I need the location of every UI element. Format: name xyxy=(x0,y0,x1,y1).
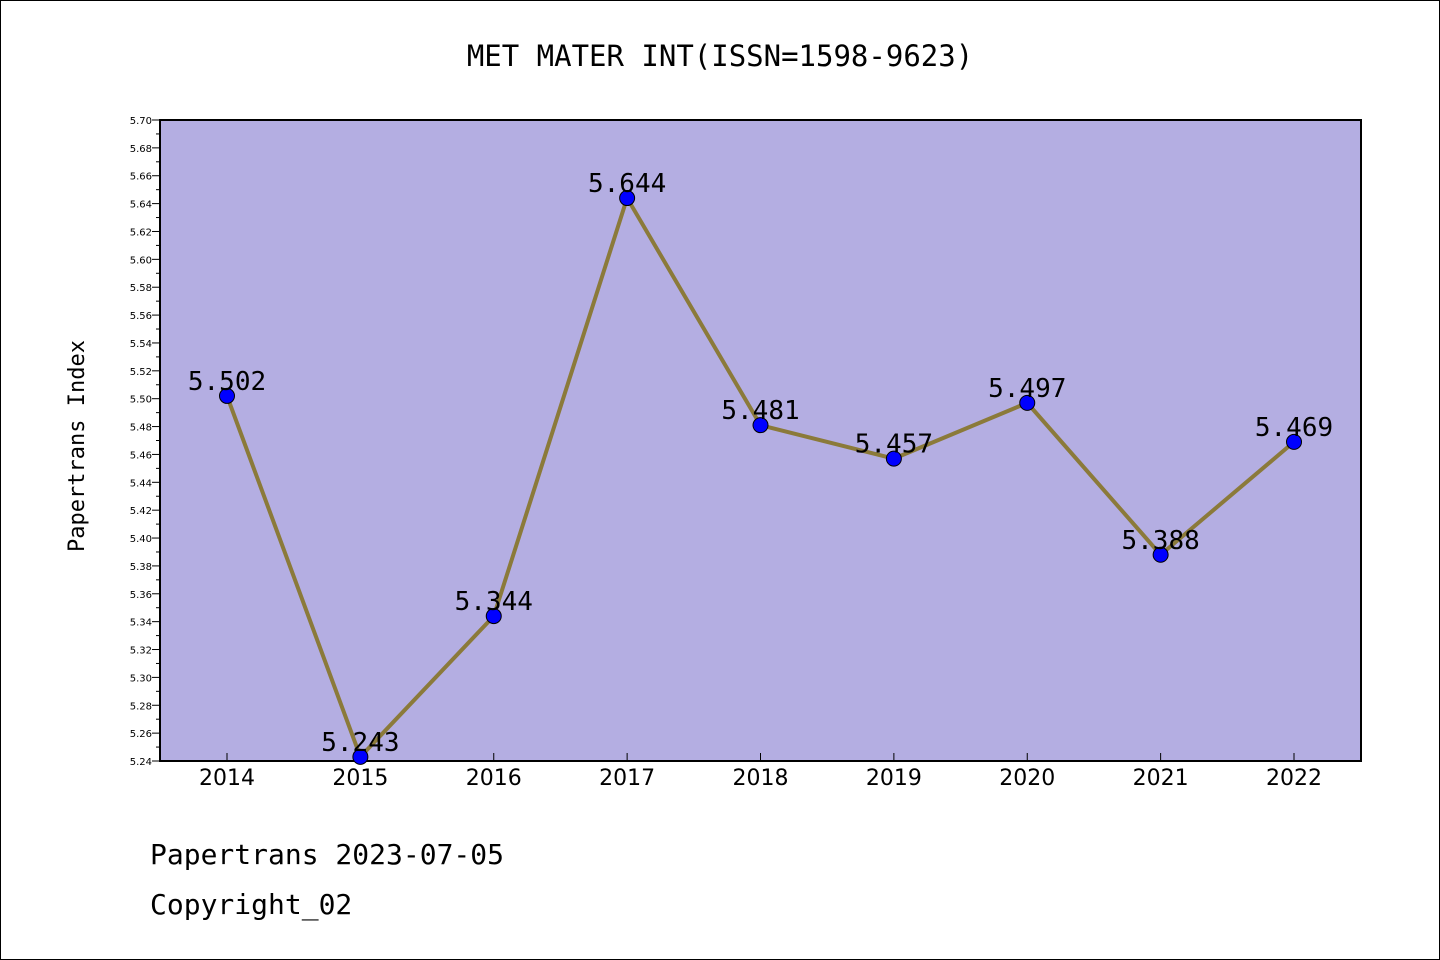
y-tick-label: 5.24 xyxy=(130,757,152,768)
x-tick-label: 2022 xyxy=(1266,766,1322,791)
x-tick-label: 2019 xyxy=(866,766,922,791)
x-axis: 2014 2015 2016 2017 2018 2019 2020 2021 2022 xyxy=(199,753,1322,791)
y-tick-label: 5.62 xyxy=(130,227,152,238)
y-tick-label: 5.70 xyxy=(130,116,152,127)
data-point xyxy=(1286,433,1302,450)
data-label: 5.388 xyxy=(1121,526,1199,556)
y-axis-label: Papertrans Index xyxy=(65,340,90,552)
y-tick-label: 5.60 xyxy=(130,255,152,266)
data-label: 5.644 xyxy=(588,169,666,199)
y-tick-label: 5.34 xyxy=(130,618,152,629)
data-label: 5.243 xyxy=(321,728,399,758)
x-tick-label: 2017 xyxy=(599,766,655,791)
y-tick-label: 5.58 xyxy=(130,283,152,294)
data-point xyxy=(1019,394,1036,411)
y-tick-label: 5.40 xyxy=(130,534,152,545)
y-tick-label: 5.48 xyxy=(130,423,152,434)
x-tick-label: 2018 xyxy=(733,766,789,791)
y-tick-label: 5.56 xyxy=(130,311,152,322)
y-axis: 5.24 5.26 5.28 5.30 5.32 5.34 5.36 5.38 5.40 5.42… xyxy=(130,116,160,768)
data-label: 5.457 xyxy=(855,430,933,460)
data-point xyxy=(619,190,636,207)
y-tick-label: 5.42 xyxy=(130,506,152,517)
footer-copyright: Copyright_02 xyxy=(150,888,352,922)
y-tick-label: 5.28 xyxy=(130,701,152,712)
y-tick-label: 5.26 xyxy=(130,729,152,740)
y-tick-label: 5.68 xyxy=(130,144,152,155)
y-tick-label: 5.32 xyxy=(130,646,152,657)
data-point xyxy=(219,387,235,404)
footer-date: Papertrans 2023-07-05 xyxy=(150,838,504,871)
y-tick-label: 5.64 xyxy=(130,200,152,211)
x-tick-label: 2021 xyxy=(1133,766,1189,791)
data-series xyxy=(219,190,1302,765)
data-label: 5.469 xyxy=(1255,413,1333,443)
x-tick-label: 2016 xyxy=(466,766,522,791)
data-label: 5.481 xyxy=(721,396,799,426)
y-tick-label: 5.54 xyxy=(130,339,152,350)
data-point xyxy=(485,608,502,625)
y-tick-label: 5.52 xyxy=(130,367,152,378)
data-label: 5.497 xyxy=(988,374,1066,404)
x-tick-label: 2014 xyxy=(199,766,255,791)
y-tick-label: 5.46 xyxy=(130,450,152,461)
y-tick-label: 5.30 xyxy=(130,673,152,684)
data-labels: 5.502 5.243 5.344 5.644 5.481 5.457 5.497 5.388… xyxy=(188,169,1333,758)
y-tick-label: 5.44 xyxy=(130,478,152,489)
chart-title: MET MATER INT(ISSN=1598-9623) xyxy=(467,39,973,73)
y-tick-label: 5.36 xyxy=(130,590,152,601)
plot-area xyxy=(159,119,1362,762)
y-tick-label: 5.66 xyxy=(130,172,152,183)
x-tick-label: 2015 xyxy=(332,766,388,791)
y-tick-label: 5.50 xyxy=(130,395,152,406)
data-point xyxy=(1152,546,1169,563)
data-label: 5.502 xyxy=(188,367,266,397)
y-tick-label: 5.38 xyxy=(130,562,152,573)
data-point xyxy=(885,450,902,467)
data-label: 5.344 xyxy=(455,587,533,617)
x-tick-label: 2020 xyxy=(999,766,1055,791)
data-point xyxy=(352,748,369,765)
data-point xyxy=(752,417,769,434)
